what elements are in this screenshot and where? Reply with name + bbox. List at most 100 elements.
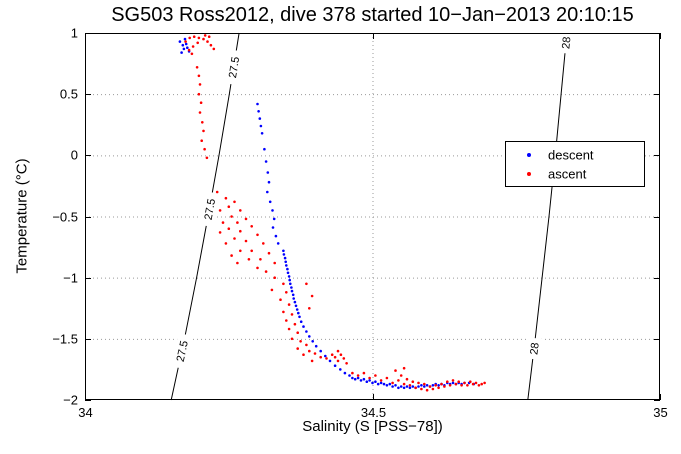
data-point — [291, 293, 295, 297]
data-point — [296, 331, 300, 335]
data-point — [233, 200, 236, 204]
data-point — [282, 249, 285, 253]
data-point — [391, 381, 394, 385]
data-point — [480, 382, 484, 386]
y-tick-label: 1 — [71, 26, 78, 41]
data-point — [437, 384, 440, 387]
data-point — [181, 43, 185, 47]
data-point — [402, 366, 406, 370]
data-point — [402, 382, 406, 386]
data-point — [311, 340, 315, 343]
data-point — [365, 380, 369, 384]
data-point — [431, 387, 435, 391]
data-point — [197, 74, 201, 78]
data-point — [423, 385, 426, 388]
data-point — [417, 385, 420, 388]
data-point — [425, 384, 429, 387]
contour-label: 28 — [560, 36, 573, 49]
data-point — [368, 376, 371, 380]
data-point — [250, 249, 253, 253]
data-point — [379, 381, 383, 385]
data-point — [368, 379, 371, 382]
contour-label-group: 28 — [525, 337, 543, 360]
data-point — [199, 101, 203, 104]
data-point — [192, 35, 196, 38]
data-point — [272, 217, 276, 221]
data-point — [197, 36, 201, 40]
data-point — [273, 276, 277, 280]
data-point — [399, 374, 403, 377]
data-point — [271, 209, 274, 212]
data-point — [351, 376, 354, 380]
data-point — [330, 353, 334, 357]
data-point — [414, 386, 417, 390]
x-tick-label: 35 — [653, 405, 667, 420]
data-point — [408, 386, 412, 390]
data-point — [434, 384, 438, 387]
data-point — [206, 40, 209, 43]
data-point — [374, 380, 377, 384]
data-point — [215, 190, 219, 194]
data-point — [305, 343, 308, 347]
data-point — [197, 92, 201, 96]
data-point — [264, 270, 268, 273]
data-point — [247, 258, 251, 261]
data-point — [285, 319, 288, 322]
data-point — [469, 380, 472, 384]
legend-box — [505, 141, 645, 187]
data-point — [239, 249, 242, 253]
data-point — [319, 355, 323, 359]
data-point — [203, 34, 207, 37]
data-point — [405, 377, 409, 381]
data-point — [431, 384, 435, 387]
data-point — [268, 200, 272, 204]
data-point — [397, 386, 400, 390]
data-point — [339, 368, 342, 371]
data-point — [446, 380, 449, 384]
y-tick-label: −2 — [63, 393, 78, 408]
data-point — [385, 384, 389, 387]
contour-label-group: 27.5 — [223, 49, 244, 86]
data-point — [371, 381, 374, 385]
data-point — [336, 349, 340, 353]
x-tick-label: 34 — [78, 405, 92, 420]
data-point — [258, 117, 262, 120]
data-point — [285, 264, 288, 267]
data-point — [411, 380, 415, 384]
data-point — [448, 384, 452, 387]
data-point — [205, 156, 209, 160]
data-point — [198, 111, 202, 114]
data-point — [259, 258, 262, 261]
data-point — [328, 359, 332, 363]
data-point — [212, 47, 216, 51]
data-point — [348, 374, 351, 377]
axes-box — [85, 33, 660, 400]
legend-marker-descent — [527, 153, 531, 157]
data-point — [460, 384, 463, 387]
data-point — [188, 36, 191, 40]
y-tick-label: 0 — [71, 148, 78, 163]
data-point — [466, 384, 469, 387]
data-point — [259, 124, 263, 128]
contour-label-bg — [223, 49, 244, 86]
data-point — [271, 226, 275, 229]
data-point — [353, 377, 357, 381]
data-point — [266, 171, 270, 174]
data-point — [324, 354, 327, 358]
data-point — [351, 371, 354, 375]
data-point — [233, 237, 236, 240]
data-point — [282, 282, 285, 286]
data-point — [397, 379, 400, 382]
x-axis-label: Salinity (S [PSS−78]) — [302, 418, 443, 435]
data-point — [198, 83, 202, 86]
data-point — [302, 325, 305, 328]
data-point — [402, 386, 406, 390]
data-point — [336, 359, 340, 363]
legend-label-ascent: ascent — [548, 167, 587, 182]
data-point — [362, 377, 366, 381]
data-point — [200, 139, 203, 142]
contour-label: 27.5 — [203, 198, 219, 221]
data-point — [209, 43, 213, 47]
legend-marker-ascent — [527, 172, 531, 176]
